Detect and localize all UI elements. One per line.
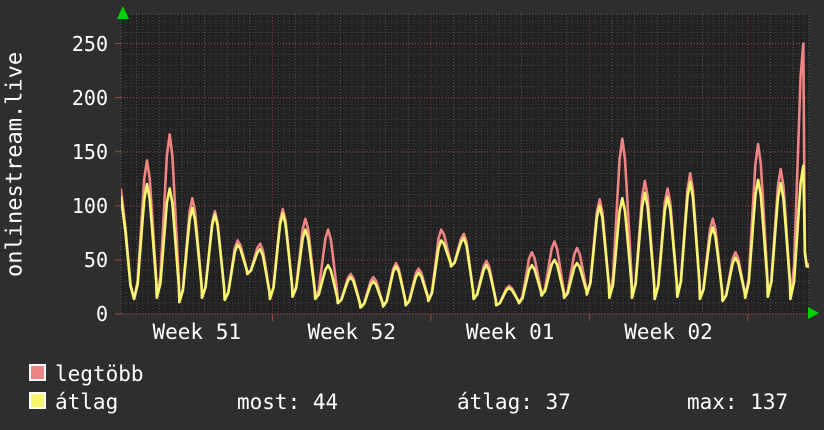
legend-swatch-legtobb bbox=[29, 364, 46, 381]
x-axis-tick-label: Week 01 bbox=[465, 320, 555, 344]
x-axis-tick-label: Week 52 bbox=[307, 320, 396, 344]
legend-label-atlag: átlag bbox=[55, 390, 119, 414]
stat-max: max: 137 bbox=[687, 390, 789, 414]
stat-most: most: 44 bbox=[237, 390, 339, 414]
y-axis-tick-label: 200 bbox=[71, 85, 108, 110]
x-axis-tick-label: Week 02 bbox=[624, 320, 713, 344]
y-axis-tick-label: 0 bbox=[95, 302, 108, 326]
y-axis-tick-label: 150 bbox=[71, 139, 108, 164]
series-line-átlag bbox=[121, 164, 809, 309]
x-axis-arrow-icon bbox=[808, 307, 819, 319]
y-axis-tick-label: 50 bbox=[83, 247, 108, 272]
legend-swatch-atlag bbox=[29, 392, 46, 409]
y-axis-arrow-icon bbox=[117, 6, 129, 19]
plot-border bbox=[120, 13, 810, 315]
stat-atlag: átlag: 37 bbox=[457, 390, 571, 414]
y-axis-tick-label: 250 bbox=[71, 31, 108, 56]
x-axis-tick-label: Week 51 bbox=[152, 320, 241, 344]
y-axis-tick-label: 100 bbox=[71, 193, 108, 218]
legend-label-legtobb: legtöbb bbox=[55, 362, 144, 386]
